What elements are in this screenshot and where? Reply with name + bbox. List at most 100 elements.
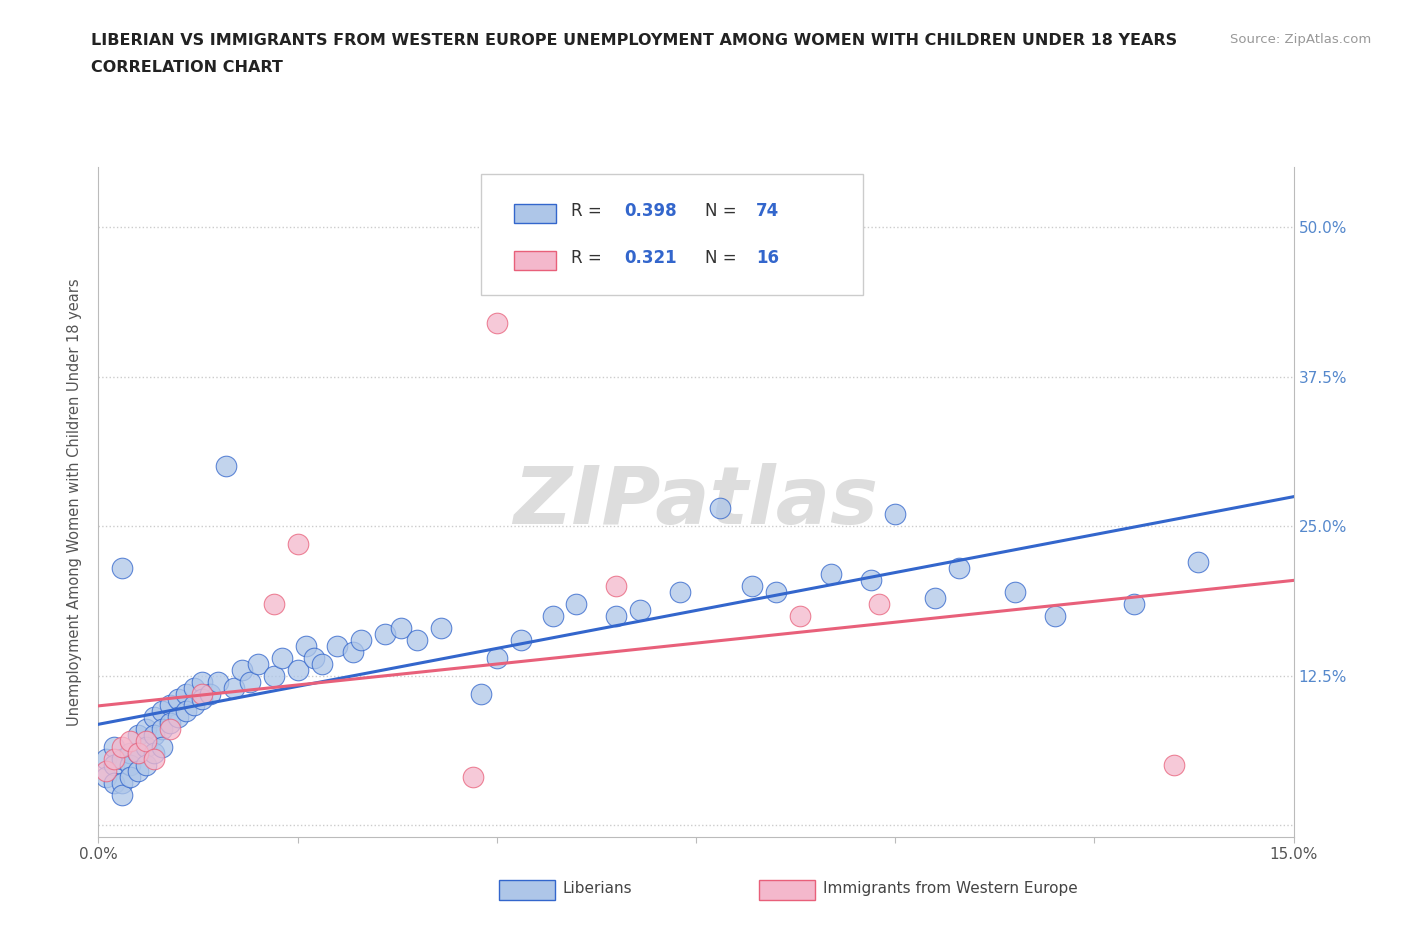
Point	[311, 657, 333, 671]
Text: N =: N =	[704, 249, 741, 267]
Point	[605, 578, 627, 593]
Point	[389, 620, 412, 635]
Point	[541, 608, 564, 623]
Text: 16: 16	[756, 249, 779, 267]
Point	[270, 650, 292, 665]
Point	[1187, 554, 1209, 569]
Text: Immigrants from Western Europe: Immigrants from Western Europe	[823, 881, 1077, 896]
Point	[111, 751, 134, 766]
Point	[191, 674, 214, 689]
Point	[1043, 608, 1066, 623]
Point	[884, 507, 907, 522]
Point	[159, 716, 181, 731]
Point	[167, 710, 190, 724]
Text: ZIPatlas: ZIPatlas	[513, 463, 879, 541]
Y-axis label: Unemployment Among Women with Children Under 18 years: Unemployment Among Women with Children U…	[67, 278, 83, 726]
Point	[350, 632, 373, 647]
Point	[1004, 584, 1026, 599]
Point	[860, 573, 883, 588]
Point	[263, 668, 285, 683]
Point	[183, 680, 205, 695]
Point	[789, 608, 811, 623]
Point	[485, 315, 508, 330]
FancyBboxPatch shape	[515, 205, 557, 222]
Point	[605, 608, 627, 623]
Point	[135, 758, 157, 773]
Point	[150, 740, 173, 755]
Point	[509, 632, 531, 647]
Point	[191, 686, 214, 701]
Point	[111, 788, 134, 803]
Point	[167, 692, 190, 707]
FancyBboxPatch shape	[481, 174, 863, 295]
Point	[287, 662, 309, 677]
Text: 0.321: 0.321	[624, 249, 678, 267]
Point	[96, 751, 118, 766]
Point	[120, 746, 142, 761]
Text: 0.398: 0.398	[624, 202, 678, 219]
Point	[198, 686, 221, 701]
Point	[111, 740, 134, 755]
Point	[111, 776, 134, 790]
Point	[159, 722, 181, 737]
Point	[120, 734, 142, 749]
Text: 74: 74	[756, 202, 779, 219]
Point	[127, 746, 149, 761]
Point	[1163, 758, 1185, 773]
Point	[326, 638, 349, 653]
Point	[430, 620, 453, 635]
Text: LIBERIAN VS IMMIGRANTS FROM WESTERN EUROPE UNEMPLOYMENT AMONG WOMEN WITH CHILDRE: LIBERIAN VS IMMIGRANTS FROM WESTERN EURO…	[91, 33, 1177, 47]
Point	[868, 596, 890, 611]
Text: R =: R =	[571, 202, 607, 219]
Text: Source: ZipAtlas.com: Source: ZipAtlas.com	[1230, 33, 1371, 46]
Point	[820, 566, 842, 581]
FancyBboxPatch shape	[515, 251, 557, 270]
Text: N =: N =	[704, 202, 741, 219]
Point	[924, 591, 946, 605]
Text: CORRELATION CHART: CORRELATION CHART	[91, 60, 283, 75]
Point	[565, 596, 588, 611]
Point	[135, 740, 157, 755]
Point	[222, 680, 245, 695]
Point	[709, 500, 731, 515]
Point	[406, 632, 429, 647]
Point	[470, 686, 492, 701]
Point	[96, 764, 118, 778]
Point	[294, 638, 316, 653]
Point	[948, 561, 970, 576]
Point	[127, 764, 149, 778]
Point	[143, 751, 166, 766]
Point	[374, 626, 396, 641]
Point	[120, 770, 142, 785]
Point	[127, 728, 149, 743]
Point	[183, 698, 205, 713]
Point	[174, 704, 197, 719]
Point	[174, 686, 197, 701]
Point	[143, 710, 166, 724]
Point	[628, 603, 651, 618]
Point	[215, 458, 238, 473]
Point	[143, 728, 166, 743]
Point	[103, 751, 125, 766]
Point	[287, 537, 309, 551]
Point	[111, 561, 134, 576]
Point	[191, 692, 214, 707]
Point	[741, 578, 763, 593]
Point	[103, 758, 125, 773]
Point	[127, 746, 149, 761]
Point	[207, 674, 229, 689]
Point	[1123, 596, 1146, 611]
Text: Liberians: Liberians	[562, 881, 633, 896]
Point	[120, 758, 142, 773]
Point	[143, 746, 166, 761]
Point	[150, 704, 173, 719]
Point	[150, 722, 173, 737]
Point	[461, 770, 484, 785]
Point	[103, 776, 125, 790]
Point	[239, 674, 262, 689]
Point	[246, 657, 269, 671]
Point	[135, 734, 157, 749]
Point	[765, 584, 787, 599]
Point	[96, 770, 118, 785]
Point	[231, 662, 253, 677]
